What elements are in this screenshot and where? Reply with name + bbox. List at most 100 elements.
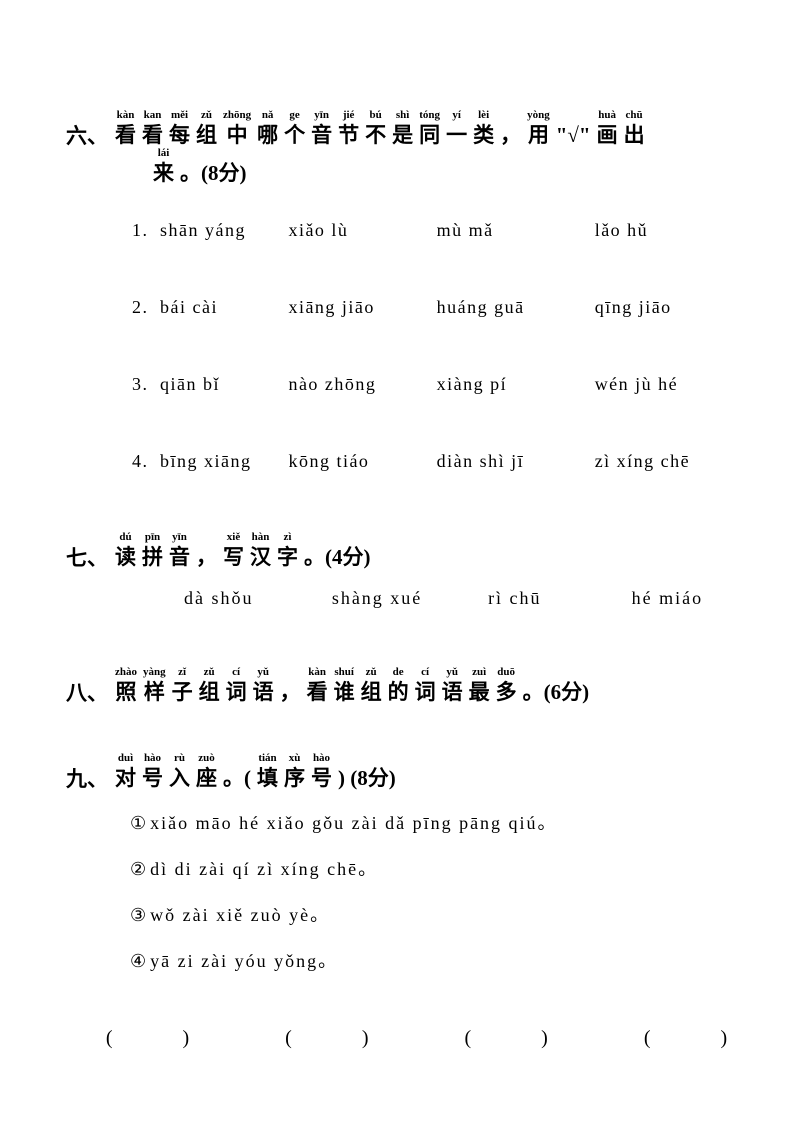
pinyin-cell: bīng xiāng xyxy=(160,451,288,472)
pinyin: dú xyxy=(119,532,131,543)
pinyin-cell: qīng jiāo xyxy=(595,297,733,318)
ruby-char: yīn音 xyxy=(169,532,190,568)
section-9-sentences: ①xiǎo māo hé xiǎo gǒu zài dǎ pīng pāng q… xyxy=(60,809,733,973)
pinyin: duì xyxy=(118,753,133,764)
ruby-char: lái来 xyxy=(153,148,174,184)
hanzi: 每 xyxy=(169,125,190,146)
ruby-char: nǎ哪 xyxy=(257,110,278,146)
hanzi: 对 xyxy=(115,768,136,789)
hanzi: 音 xyxy=(169,547,190,568)
pinyin-cell: xiǎo lù xyxy=(288,220,436,241)
hanzi: 入 xyxy=(169,768,190,789)
hanzi: 用 xyxy=(528,125,549,146)
pinyin: zǔ xyxy=(201,110,212,121)
ruby-char: zǔ组 xyxy=(196,110,217,146)
section-6-heading-line2: lái来 。(8分) xyxy=(60,148,733,184)
ruby-char: kan看 xyxy=(142,110,163,146)
pinyin: zì xyxy=(284,532,292,543)
hanzi: 座 xyxy=(196,768,217,789)
section-9: 九、 duì对hào号rù入zuò座 。( tián填xù序hào号 ) (8分… xyxy=(60,753,733,1050)
pinyin: zǔ xyxy=(204,667,215,678)
hanzi: 不 xyxy=(365,125,386,146)
hanzi: 看 xyxy=(142,125,163,146)
ruby-char: bú 不 xyxy=(365,110,386,146)
sentence-item: ③wǒ zài xiě zuò yè。 xyxy=(130,901,733,927)
answer-paren: ( ) xyxy=(465,1021,558,1050)
hanzi: 类 xyxy=(473,125,494,146)
ruby-char: zì 字 xyxy=(277,532,298,568)
section-8-marker: 八、 xyxy=(66,683,108,703)
hanzi: 读 xyxy=(115,547,136,568)
pinyin: lèi xyxy=(478,110,489,121)
pinyin: kàn xyxy=(308,667,326,678)
list-row: 1.shān yángxiǎo lùmù mǎlǎo hǔ xyxy=(132,220,733,241)
pinyin-cell: shàng xué xyxy=(332,588,488,609)
hanzi: 字 xyxy=(277,547,298,568)
ruby-char: xiě写 xyxy=(223,532,244,568)
circled-number: ① xyxy=(130,813,146,833)
pinyin: cí xyxy=(232,667,240,678)
sentence-text: dì di zài qí zì xíng chē。 xyxy=(150,859,378,879)
hanzi: 语 xyxy=(442,682,463,703)
hanzi: 中 xyxy=(227,125,248,146)
pinyin: tián xyxy=(258,753,276,764)
section-9-heading: 九、 duì对hào号rù入zuò座 。( tián填xù序hào号 ) (8分… xyxy=(60,753,733,789)
hanzi: 填 xyxy=(257,768,278,789)
hanzi: 哪 xyxy=(257,125,278,146)
hanzi: 的 xyxy=(388,682,409,703)
ruby-char: kàn看 xyxy=(115,110,136,146)
pinyin: huà xyxy=(598,110,616,121)
list-row: 2.bái càixiāng jiāohuáng guāqīng jiāo xyxy=(132,297,733,318)
hanzi: 样 xyxy=(144,682,165,703)
section-8: 八、 zhào照yàng样zǐ子zǔ组cí词yǔ语 ， kàn看shuí谁zǔ组… xyxy=(60,667,733,703)
section-7: 七、 dú读pīn拼yīn音 ， xiě写hàn汉zì字 。(4分) dà sh… xyxy=(60,532,733,609)
pinyin-cell: diàn shì jī xyxy=(437,451,595,472)
hanzi: 节 xyxy=(338,125,359,146)
pinyin: zhào xyxy=(115,667,137,678)
pinyin-cell: xiāng jiāo xyxy=(288,297,436,318)
hanzi: 看 xyxy=(307,682,328,703)
hanzi: 词 xyxy=(415,682,436,703)
pinyin: duō xyxy=(497,667,515,678)
circled-number: ② xyxy=(130,859,146,879)
pinyin: jié xyxy=(343,110,355,121)
hanzi: 出 xyxy=(624,125,645,146)
hanzi: 谁 xyxy=(334,682,355,703)
pinyin: pīn xyxy=(145,532,160,543)
pinyin: lái xyxy=(158,148,170,159)
ruby-char: yǔ语 xyxy=(253,667,274,703)
ruby-char: zhōng 中 xyxy=(223,110,251,146)
sentence-text: wǒ zài xiě zuò yè。 xyxy=(150,905,330,925)
pinyin: yǔ xyxy=(257,667,269,678)
pinyin: yí xyxy=(452,110,461,121)
pinyin: shì xyxy=(396,110,409,121)
row-number: 3. xyxy=(132,374,160,395)
ruby-char: zhào照 xyxy=(115,667,137,703)
section-9-marker: 九、 xyxy=(66,769,108,789)
ruby-char: tóng同 xyxy=(419,110,440,146)
ruby-char: zuì最 xyxy=(469,667,490,703)
pinyin: yòng xyxy=(527,110,550,121)
pinyin: bú xyxy=(370,110,382,121)
ruby-char: rù入 xyxy=(169,753,190,789)
pinyin: yàng xyxy=(143,667,166,678)
hanzi: 多 xyxy=(496,682,517,703)
ruby-char: xù序 xyxy=(284,753,305,789)
ruby-char: kàn 看 xyxy=(307,667,328,703)
ruby-char: shì是 xyxy=(392,110,413,146)
sentence-text: yā zi zài yóu yǒng。 xyxy=(150,951,338,971)
pinyin-cell: shān yáng xyxy=(160,220,288,241)
pinyin: shuí xyxy=(334,667,354,678)
hanzi: 号 xyxy=(311,768,332,789)
section-7-marker: 七、 xyxy=(66,548,108,568)
ruby-char: yīn音 xyxy=(311,110,332,146)
ruby-char: duō 多 xyxy=(496,667,517,703)
ruby-char: duì 对 xyxy=(115,753,136,789)
hanzi: 最 xyxy=(469,682,490,703)
pinyin-cell: mù mǎ xyxy=(437,220,595,241)
section-7-row: dà shǒushàng xuérì chūhé miáo xyxy=(60,588,733,609)
pinyin: zhōng xyxy=(223,110,251,121)
pinyin-cell: huáng guā xyxy=(437,297,595,318)
ruby-char: dú 读 xyxy=(115,532,136,568)
hanzi: 看 xyxy=(115,125,136,146)
